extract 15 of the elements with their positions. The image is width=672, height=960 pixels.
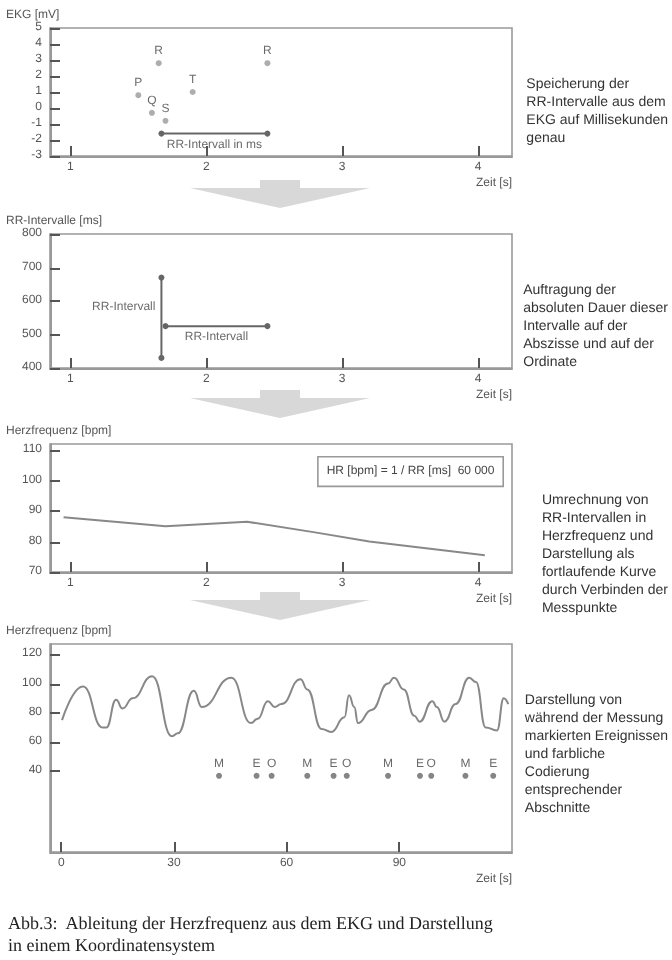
point [148, 109, 155, 116]
point [158, 130, 165, 137]
point [158, 274, 165, 281]
point [135, 92, 142, 99]
line-series [61, 675, 510, 738]
point [264, 60, 271, 67]
point [264, 130, 271, 137]
caption: Abb.3: Ableitung der Herzfrequenz aus dem EKG und Darstellung in einem Koordinatensystem [8, 913, 494, 955]
line-series [62, 516, 486, 557]
point [162, 117, 169, 124]
point [162, 323, 169, 330]
point [189, 89, 196, 95]
point [155, 60, 162, 67]
point [264, 323, 271, 330]
point [158, 354, 165, 361]
